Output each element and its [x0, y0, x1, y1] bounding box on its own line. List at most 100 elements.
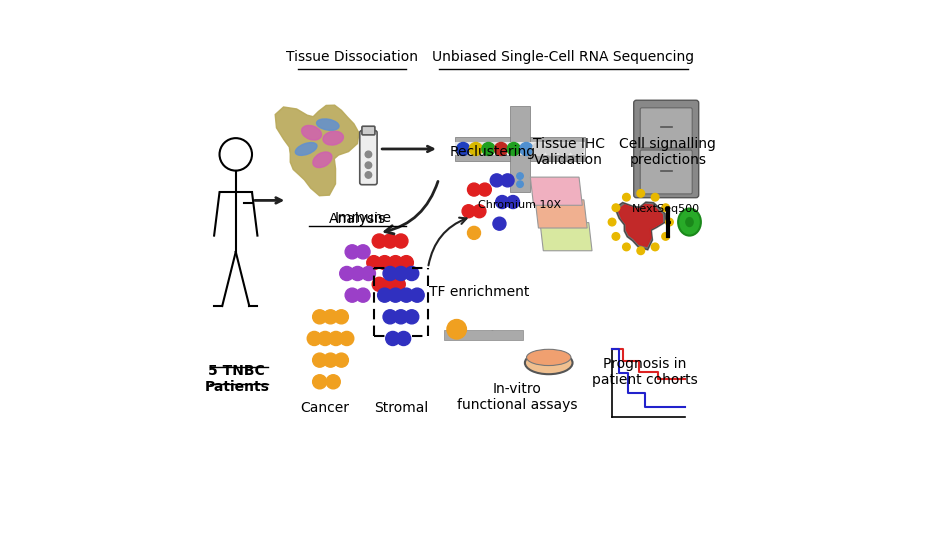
- Circle shape: [612, 232, 620, 240]
- Polygon shape: [536, 200, 587, 228]
- Ellipse shape: [678, 208, 701, 236]
- Circle shape: [457, 142, 469, 155]
- FancyArrowPatch shape: [385, 182, 438, 234]
- Ellipse shape: [317, 119, 339, 130]
- Polygon shape: [618, 205, 663, 246]
- Circle shape: [393, 234, 408, 248]
- Circle shape: [383, 277, 397, 292]
- Circle shape: [479, 183, 491, 196]
- Circle shape: [383, 266, 397, 281]
- Text: Reclustering: Reclustering: [450, 144, 536, 159]
- Circle shape: [377, 255, 392, 270]
- FancyBboxPatch shape: [640, 150, 692, 194]
- Ellipse shape: [296, 143, 317, 155]
- Circle shape: [339, 331, 354, 346]
- Circle shape: [506, 195, 520, 208]
- Text: Prognosis in
patient cohorts: Prognosis in patient cohorts: [592, 357, 698, 387]
- Circle shape: [557, 142, 571, 155]
- Polygon shape: [275, 105, 359, 196]
- Text: 5 TNBC
Patients: 5 TNBC Patients: [205, 364, 269, 394]
- Circle shape: [356, 288, 370, 302]
- Circle shape: [490, 174, 503, 187]
- Circle shape: [623, 194, 630, 201]
- Circle shape: [405, 266, 419, 281]
- Circle shape: [447, 319, 466, 339]
- Circle shape: [319, 331, 332, 346]
- Circle shape: [469, 142, 483, 155]
- Circle shape: [365, 151, 372, 158]
- Circle shape: [493, 217, 506, 230]
- Circle shape: [386, 331, 400, 346]
- Circle shape: [410, 288, 424, 302]
- Circle shape: [367, 255, 381, 270]
- Circle shape: [396, 331, 410, 346]
- Text: Chromium 10X: Chromium 10X: [479, 200, 561, 211]
- Circle shape: [545, 142, 558, 155]
- Circle shape: [612, 204, 620, 212]
- Circle shape: [399, 288, 413, 302]
- FancyBboxPatch shape: [455, 137, 585, 161]
- Circle shape: [482, 142, 495, 155]
- Circle shape: [323, 353, 337, 367]
- Ellipse shape: [525, 352, 573, 374]
- Circle shape: [473, 205, 486, 218]
- Text: In-vitro
functional assays: In-vitro functional assays: [457, 382, 577, 412]
- Text: Tissue IHC
Validation: Tissue IHC Validation: [533, 137, 605, 167]
- Circle shape: [467, 183, 481, 196]
- Ellipse shape: [685, 217, 694, 227]
- Circle shape: [665, 218, 673, 226]
- Circle shape: [507, 142, 520, 155]
- Circle shape: [467, 226, 481, 240]
- Circle shape: [345, 245, 359, 259]
- FancyBboxPatch shape: [510, 106, 530, 193]
- Circle shape: [373, 277, 386, 292]
- Circle shape: [392, 277, 405, 292]
- Circle shape: [326, 375, 340, 389]
- FancyBboxPatch shape: [640, 108, 692, 148]
- Text: Cell signalling
predictions: Cell signalling predictions: [619, 137, 717, 167]
- Text: Tissue Dissociation: Tissue Dissociation: [286, 50, 418, 64]
- Circle shape: [651, 243, 659, 251]
- Circle shape: [345, 288, 359, 302]
- Circle shape: [361, 266, 375, 281]
- Circle shape: [356, 245, 370, 259]
- Circle shape: [383, 234, 397, 248]
- Circle shape: [383, 310, 397, 324]
- Circle shape: [351, 266, 365, 281]
- Circle shape: [329, 331, 343, 346]
- Circle shape: [609, 218, 616, 226]
- Circle shape: [405, 310, 419, 324]
- Text: TF enrichment: TF enrichment: [429, 286, 530, 299]
- Circle shape: [335, 310, 348, 324]
- Circle shape: [496, 195, 509, 208]
- Circle shape: [393, 310, 408, 324]
- Circle shape: [393, 266, 408, 281]
- Polygon shape: [540, 223, 592, 251]
- Circle shape: [462, 205, 475, 218]
- Circle shape: [365, 172, 372, 178]
- Circle shape: [365, 162, 372, 168]
- Circle shape: [637, 247, 645, 254]
- Circle shape: [399, 255, 413, 270]
- Circle shape: [571, 142, 583, 155]
- Circle shape: [495, 142, 507, 155]
- Circle shape: [501, 174, 514, 187]
- FancyArrowPatch shape: [428, 218, 466, 265]
- Circle shape: [389, 288, 403, 302]
- Polygon shape: [530, 177, 582, 205]
- Circle shape: [313, 310, 327, 324]
- Circle shape: [313, 375, 327, 389]
- Circle shape: [313, 353, 327, 367]
- Ellipse shape: [301, 125, 321, 140]
- Circle shape: [662, 204, 669, 212]
- Circle shape: [651, 194, 659, 201]
- Circle shape: [335, 353, 348, 367]
- Text: Analysis: Analysis: [329, 212, 386, 226]
- Ellipse shape: [323, 131, 343, 145]
- Text: Cancer: Cancer: [301, 401, 350, 415]
- Circle shape: [533, 142, 545, 155]
- Polygon shape: [614, 202, 665, 250]
- Circle shape: [517, 181, 523, 188]
- Circle shape: [377, 288, 392, 302]
- FancyBboxPatch shape: [633, 100, 699, 197]
